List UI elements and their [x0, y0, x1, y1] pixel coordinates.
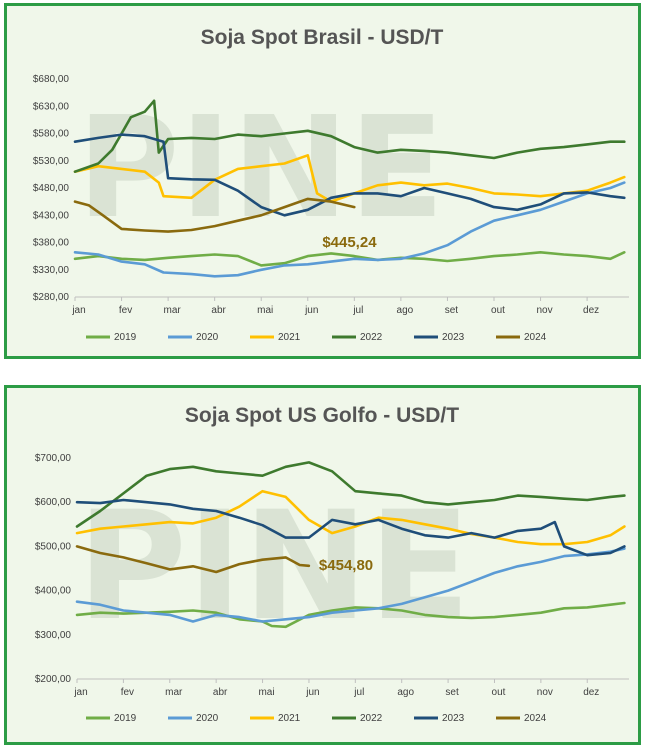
x-tick-label: nov: [537, 687, 553, 698]
y-tick-label: $680,00: [33, 74, 70, 85]
legend-label-2024: 2024: [524, 713, 547, 724]
y-tick-label: $600,00: [35, 497, 72, 508]
y-tick-label: $400,00: [35, 586, 72, 597]
x-tick-label: jun: [305, 687, 319, 698]
y-tick-label: $300,00: [35, 630, 72, 641]
legend-label-2020: 2020: [196, 332, 219, 343]
x-tick-label: mai: [257, 305, 273, 316]
series-line-2019: [75, 601, 626, 629]
x-tick-label: mar: [165, 687, 183, 698]
x-tick-label: jun: [304, 305, 318, 316]
y-tick-label: $280,00: [33, 292, 70, 303]
legend-label-2021: 2021: [278, 332, 301, 343]
y-tick-label: $630,00: [33, 101, 70, 112]
x-axis: jan fev mar abr mai jun jul ago set out nov dez: [71, 296, 629, 316]
legend-label-2023: 2023: [442, 332, 465, 343]
y-tick-label: $480,00: [33, 183, 70, 194]
chart-soja-us-golfo: PINE Soja Spot US Golfo - USD/T $200,00$…: [35, 404, 629, 724]
x-tick-label: ago: [397, 305, 414, 316]
legend-label-2023: 2023: [442, 713, 465, 724]
series-line-2020: [73, 181, 626, 278]
x-tick-label: fev: [121, 687, 134, 698]
legend-label-2019: 2019: [114, 332, 137, 343]
y-tick-label: $580,00: [33, 129, 70, 140]
x-tick-label: jul: [352, 305, 363, 316]
x-tick-label: abr: [213, 687, 228, 698]
x-tick-label: out: [492, 687, 506, 698]
x-tick-label: set: [445, 305, 459, 316]
series-layer: [73, 99, 626, 278]
x-tick-label: set: [445, 687, 459, 698]
legend-label-2022: 2022: [360, 332, 383, 343]
last-value-annotation: $454,80: [319, 557, 373, 574]
x-tick-label: abr: [211, 305, 226, 316]
series-line-2024: [73, 197, 356, 233]
x-tick-label: jul: [353, 687, 364, 698]
legend-label-2020: 2020: [196, 713, 219, 724]
series-line-2021: [75, 489, 626, 546]
y-tick-label: $330,00: [33, 265, 70, 276]
y-tick-label: $530,00: [33, 156, 70, 167]
y-tick-label: $700,00: [35, 453, 72, 464]
series-line-2023: [75, 498, 626, 557]
legend-label-2022: 2022: [360, 713, 383, 724]
x-tick-label: mar: [163, 305, 181, 316]
y-tick-label: $500,00: [35, 541, 72, 552]
legend: 2019 2020 2021 2022 2023 2024: [86, 713, 547, 724]
series-layer: [75, 461, 626, 629]
series-line-2022: [73, 99, 626, 173]
x-tick-label: jan: [73, 687, 87, 698]
y-axis: $280,00 $330,00 $380,00 $430,00 $480,00 $530,…: [33, 74, 70, 303]
x-tick-label: dez: [583, 687, 599, 698]
series-line-2019: [73, 251, 626, 267]
x-tick-label: jan: [71, 305, 85, 316]
legend: 2019 2020 2021 2022 2023 2024: [86, 332, 547, 343]
series-line-2023: [73, 133, 626, 217]
chart-title: Soja Spot Brasil - USD/T: [201, 26, 444, 49]
x-tick-label: dez: [583, 305, 599, 316]
y-axis: $200,00 $300,00 $400,00 $500,00 $600,00 $700,…: [35, 453, 72, 685]
chart-soja-brasil: PINE Soja Spot Brasil - USD/T $280,00 $33…: [33, 26, 629, 343]
series-line-2020: [75, 547, 626, 623]
series-line-2024: [75, 545, 311, 574]
chart-title: Soja Spot US Golfo - USD/T: [185, 404, 459, 427]
series-line-2022: [75, 461, 626, 528]
y-tick-label: $430,00: [33, 210, 70, 221]
chart-panel-soja-us-golfo: PINE Soja Spot US Golfo - USD/T $200,00 $…: [4, 385, 641, 745]
legend-label-2021: 2021: [278, 713, 301, 724]
watermark-text: PINE: [77, 480, 471, 654]
x-axis: jan fev mar abr mai jun jul ago set out nov dez: [73, 678, 629, 698]
legend-label-2019: 2019: [114, 713, 137, 724]
legend-label-2024: 2024: [524, 332, 547, 343]
x-tick-label: out: [491, 305, 505, 316]
x-tick-label: mai: [258, 687, 274, 698]
chart-panel-soja-brasil: PINE Soja Spot Brasil - USD/T $280,00 $33…: [4, 3, 641, 359]
y-tick-label: $380,00: [33, 238, 70, 249]
last-value-annotation: $445,24: [322, 234, 377, 251]
watermark-text: PINE: [77, 87, 445, 250]
y-tick-label: $200,00: [35, 674, 72, 685]
x-tick-label: ago: [397, 687, 414, 698]
x-tick-label: nov: [536, 305, 552, 316]
x-tick-label: fev: [119, 305, 132, 316]
